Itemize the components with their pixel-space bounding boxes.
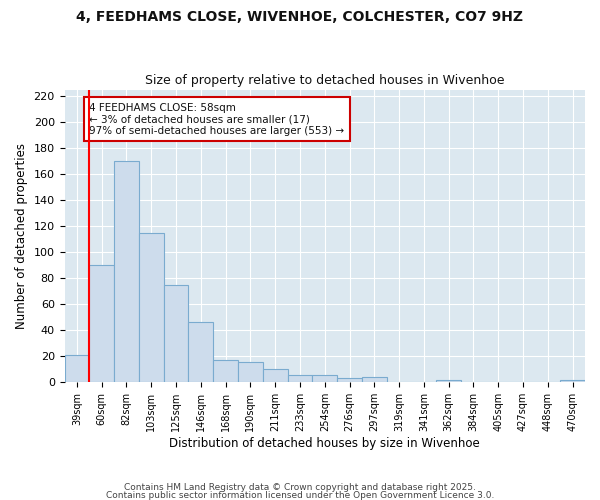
Bar <box>65 355 89 382</box>
Text: 4 FEEDHAMS CLOSE: 58sqm
← 3% of detached houses are smaller (17)
97% of semi-det: 4 FEEDHAMS CLOSE: 58sqm ← 3% of detached… <box>89 102 344 136</box>
Bar <box>213 360 238 382</box>
Bar <box>164 285 188 382</box>
Y-axis label: Number of detached properties: Number of detached properties <box>15 143 28 329</box>
Bar <box>287 374 313 382</box>
Bar <box>139 232 164 382</box>
Text: Contains public sector information licensed under the Open Government Licence 3.: Contains public sector information licen… <box>106 490 494 500</box>
Text: 4, FEEDHAMS CLOSE, WIVENHOE, COLCHESTER, CO7 9HZ: 4, FEEDHAMS CLOSE, WIVENHOE, COLCHESTER,… <box>77 10 523 24</box>
Bar <box>436 380 461 382</box>
X-axis label: Distribution of detached houses by size in Wivenhoe: Distribution of detached houses by size … <box>169 437 480 450</box>
Bar <box>337 378 362 382</box>
Bar <box>560 380 585 382</box>
Title: Size of property relative to detached houses in Wivenhoe: Size of property relative to detached ho… <box>145 74 505 87</box>
Text: Contains HM Land Registry data © Crown copyright and database right 2025.: Contains HM Land Registry data © Crown c… <box>124 484 476 492</box>
Bar <box>114 161 139 382</box>
Bar <box>89 265 114 382</box>
Bar <box>238 362 263 382</box>
Bar <box>188 322 213 382</box>
Bar <box>313 374 337 382</box>
Bar <box>362 377 387 382</box>
Bar <box>263 370 287 382</box>
